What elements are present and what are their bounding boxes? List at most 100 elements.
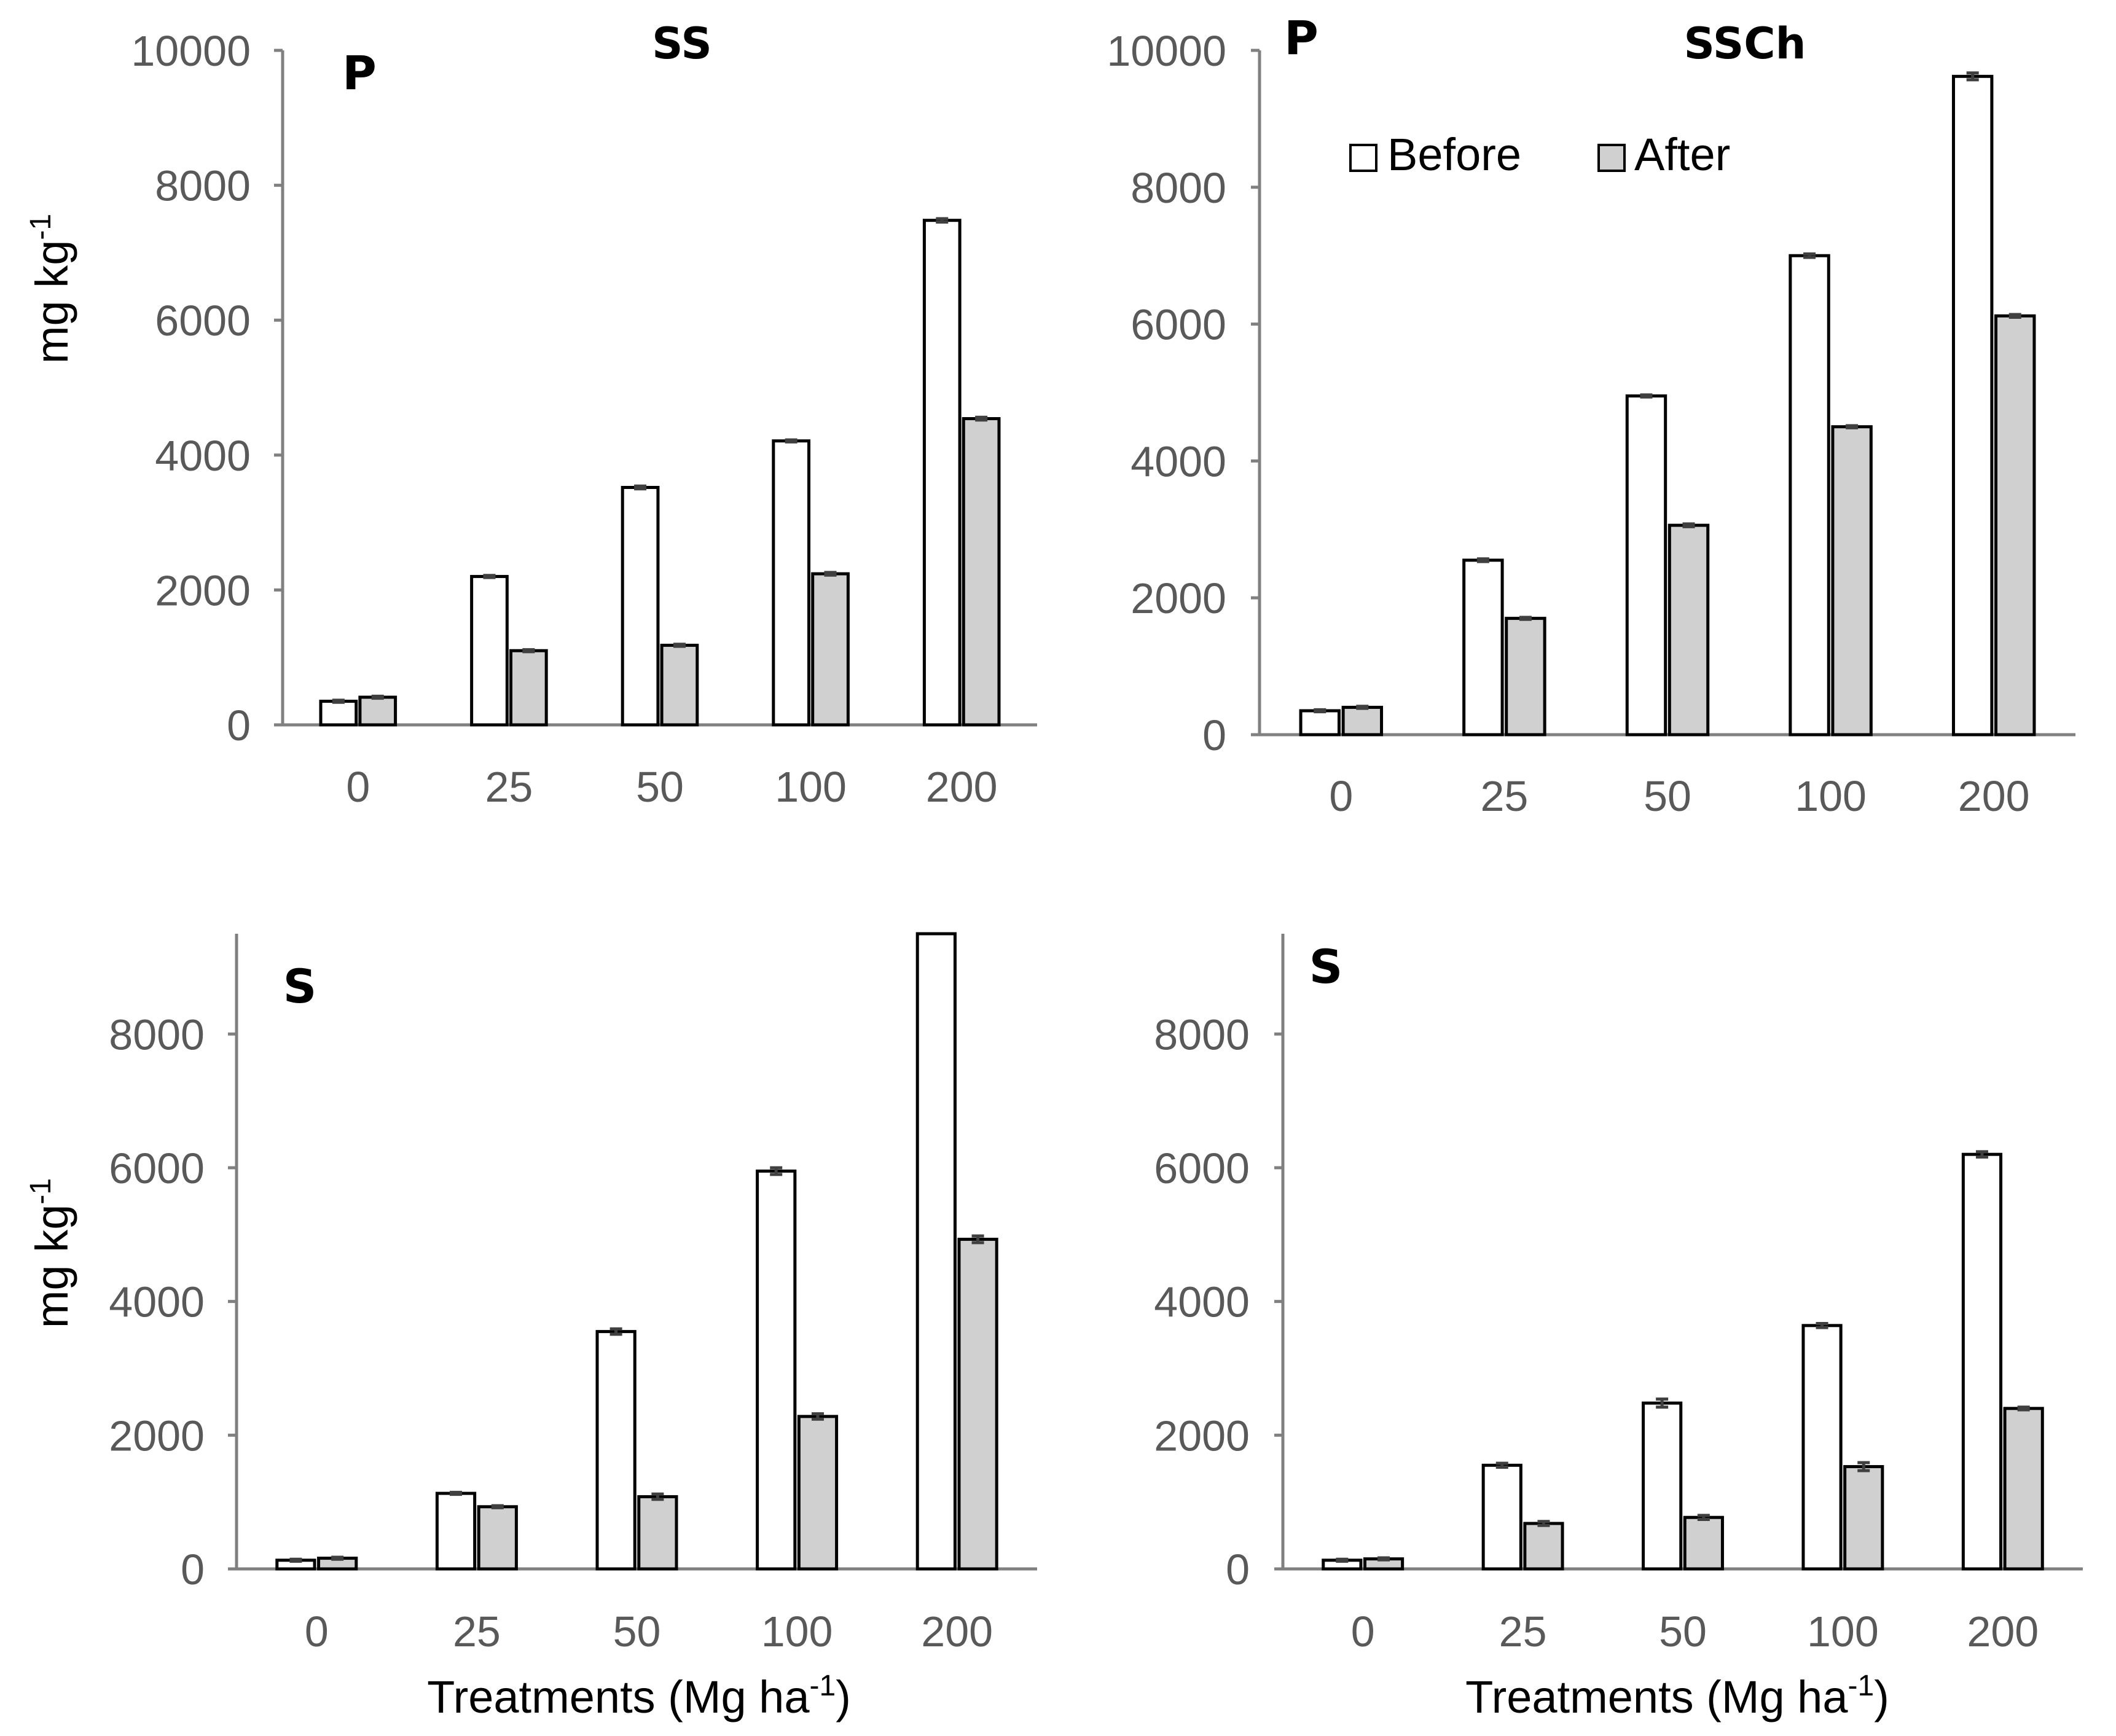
legend-swatch-before [1349,144,1377,172]
x-tick-label: 200 [1967,1608,2039,1656]
x-tick-label: 25 [1499,1608,1547,1656]
y-tick-label: 8000 [1154,1011,1250,1058]
x-tick-label: 100 [1807,1608,1879,1656]
x-axis-label-end: ) [836,1671,851,1722]
y-axis-label-text: mg kg [26,1205,77,1329]
x-axis-label: Treatments (Mg ha-1) [427,1670,851,1722]
y-tick-label: 4000 [1130,437,1226,485]
panel-title: SSCh [1684,18,1806,69]
bar-after-100 [1843,1464,1884,1571]
bar-before-25 [435,1492,477,1571]
bar-after-0 [358,695,398,727]
y-tick-label: 6000 [109,1144,205,1192]
y-tick-label: 6000 [155,297,251,345]
bar-before-200 [1961,1152,2003,1571]
x-tick-label: 25 [1480,772,1528,820]
bar-after-100 [797,1415,839,1571]
y-axis-label-text: mg kg [26,240,77,364]
panel-letter: P [342,45,377,100]
bar-before-100 [1789,254,1830,737]
bar-after-100 [811,572,850,727]
y-tick-label: 4000 [109,1278,205,1326]
panel-letter: P [1284,10,1319,65]
bar-before-50 [595,1330,637,1571]
bar-before-0 [319,700,358,727]
x-tick-label: 100 [761,1608,833,1656]
y-tick-label: 2000 [155,566,251,614]
x-axis-label-text: Treatments (Mg ha [427,1671,810,1722]
panel-letter: S [1309,939,1343,994]
y-tick-label: 0 [181,1546,205,1593]
bar-before-25 [1462,558,1504,737]
x-axis-label-text: Treatments (Mg ha [1465,1671,1848,1722]
x-tick-label: 50 [613,1608,661,1656]
bar-before-100 [756,1169,797,1571]
bar-before-25 [470,574,509,727]
bar-after-25 [509,649,548,727]
legend-label-after: After [1634,129,1730,180]
x-tick-label: 0 [1351,1608,1375,1656]
y-axis-label-exponent: -1 [25,1178,57,1205]
x-tick-label: 25 [485,763,533,811]
x-tick-label: 0 [346,763,370,811]
bar-after-0 [1341,705,1384,737]
bar-after-200 [962,417,1001,727]
x-axis-label-end: ) [1874,1671,1889,1722]
y-tick-label: 2000 [109,1412,205,1460]
y-axis-label: mg kg-1 [25,1178,77,1328]
chart-panel-1: 0 2000 4000 6000 8000 10000 0 25 50 100 200 P SS mg k… [25,18,1037,811]
bar-after-50 [660,643,699,727]
y-tick-label: 8000 [109,1011,205,1058]
chart-panel-4: 0 2000 4000 6000 8000 0 25 50 100 200 S Treatments … [1154,934,2083,1722]
x-tick-label: 25 [453,1608,501,1656]
x-tick-label: 50 [636,763,684,811]
x-tick-label: 200 [1958,772,2030,820]
bar-before-100 [772,439,811,727]
y-tick-label: 8000 [1130,164,1226,212]
bar-after-200 [1994,314,2036,737]
x-tick-label: 50 [1644,772,1691,820]
y-tick-label: 10000 [1107,27,1226,75]
bar-after-200 [957,1237,998,1571]
chart-panel-2: 0 2000 4000 6000 8000 10000 0 25 50 100 200 P SSCh [1107,10,2075,820]
bar-after-50 [1683,1515,1724,1571]
y-tick-label: 6000 [1154,1144,1250,1192]
bar-before-200 [915,932,957,1571]
x-tick-label: 200 [921,1608,993,1656]
panel-title: SS [652,18,712,69]
y-tick-label: 8000 [155,162,251,210]
bar-before-50 [621,486,660,727]
legend: Before After [1349,129,1730,180]
bar-before-100 [1801,1324,1843,1571]
x-tick-label: 200 [926,763,998,811]
y-tick-label: 0 [1202,711,1226,759]
bar-after-50 [1667,523,1710,737]
x-axis-label-exponent: -1 [810,1670,836,1702]
y-axis-label: mg kg-1 [25,214,77,364]
y-tick-label: 2000 [1154,1412,1250,1460]
x-axis-label: Treatments (Mg ha-1) [1465,1670,1889,1722]
y-tick-label: 2000 [1130,574,1226,622]
x-tick-label: 50 [1659,1608,1707,1656]
y-tick-label: 4000 [155,432,251,480]
bar-before-0 [1299,709,1341,737]
x-tick-label: 100 [775,763,847,811]
x-tick-label: 0 [1329,772,1353,820]
bar-after-25 [1505,617,1546,737]
x-axis-label-exponent: -1 [1848,1670,1875,1702]
bar-before-50 [1625,394,1667,737]
bar-after-100 [1831,425,1873,737]
bar-before-50 [1642,1401,1683,1571]
bar-before-25 [1481,1463,1522,1571]
bar-after-25 [1523,1522,1564,1571]
bar-before-200 [922,219,962,727]
y-tick-label: 0 [227,702,251,749]
legend-swatch-after [1597,144,1626,172]
bar-before-200 [1951,74,1994,737]
bar-after-25 [477,1505,518,1571]
y-axis-label-exponent: -1 [25,214,57,240]
y-tick-label: 10000 [131,27,251,75]
bar-after-200 [2003,1407,2044,1571]
